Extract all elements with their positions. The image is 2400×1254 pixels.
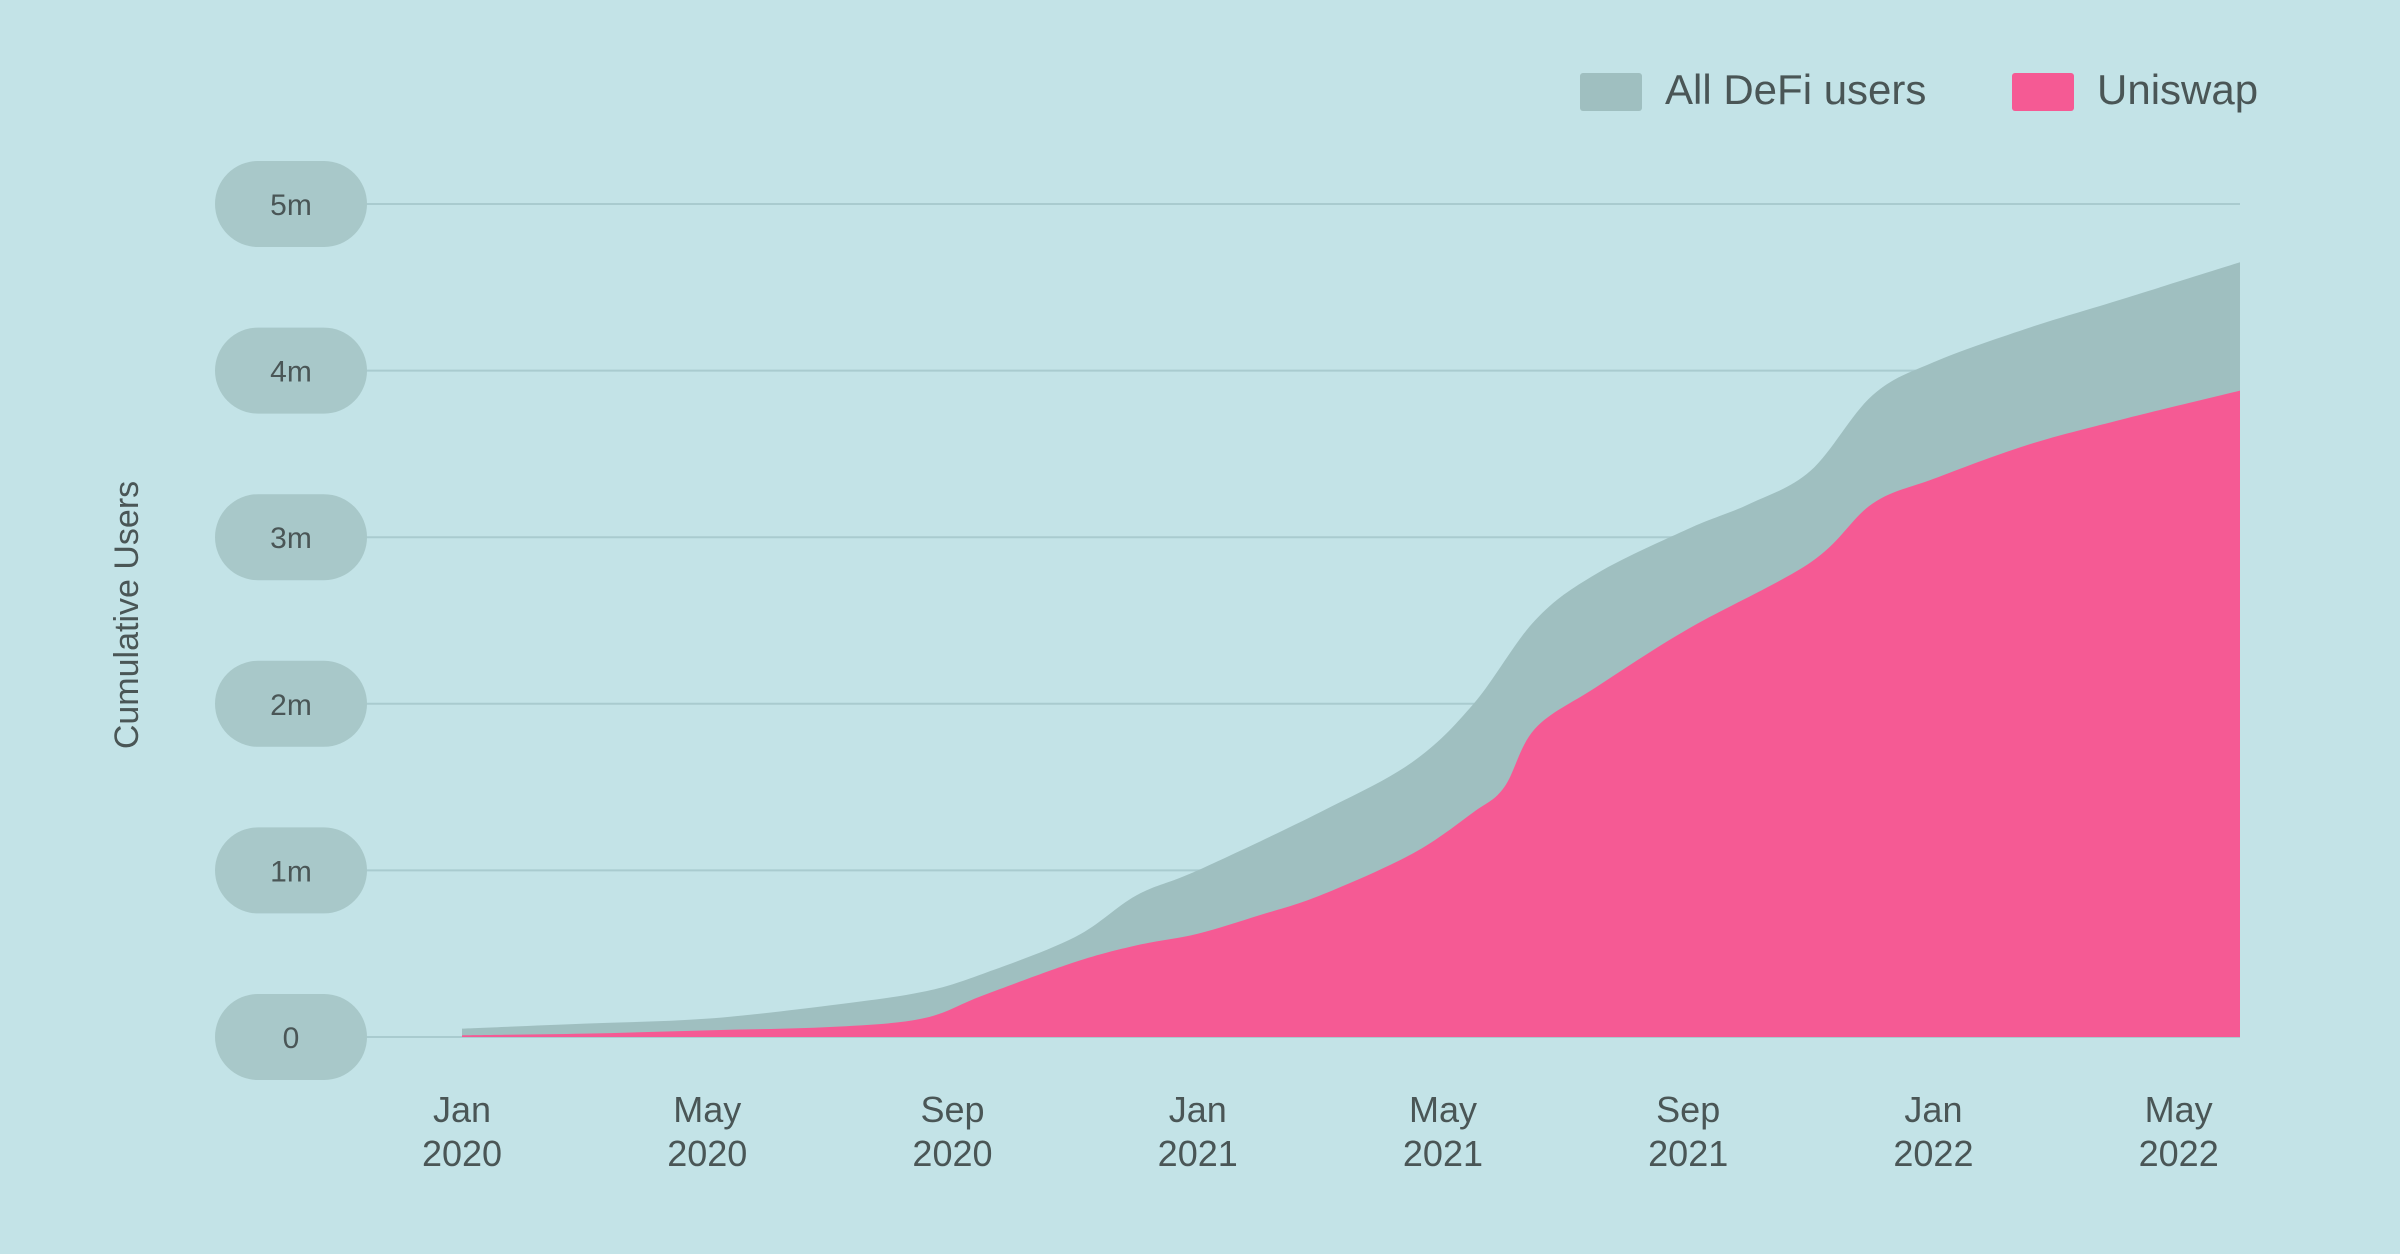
y-tick-pill-1 [215, 827, 367, 914]
y-axis-ticks: 0 1m 2m 3m 4m 5m [215, 161, 367, 1080]
legend: All DeFi users Uniswap [1580, 66, 2258, 113]
x-tick-label-5: Sep 2021 [1648, 1089, 1728, 1174]
x-tick-label-1: May 2020 [667, 1089, 747, 1174]
y-tick-label-4: 4m [270, 356, 312, 389]
y-tick-label-5: 5m [270, 189, 312, 222]
legend-swatch-all-defi [1580, 73, 1642, 111]
y-tick-label-3: 3m [270, 522, 312, 555]
y-axis-label: Cumulative Users [108, 481, 146, 749]
x-tick-label-7: May 2022 [2139, 1089, 2219, 1174]
x-tick-label-3: Jan 2021 [1158, 1089, 1238, 1174]
x-axis-ticks: Jan 2020 May 2020 Sep 2020 Jan 2021 May 2021 Sep 20… [422, 1089, 2219, 1174]
legend-label-all-defi: All DeFi users [1665, 66, 1926, 113]
y-tick-pill-5 [215, 161, 367, 247]
legend-item-all-defi: All DeFi users [1580, 66, 1926, 113]
y-tick-pill-2 [215, 660, 367, 747]
legend-label-uniswap: Uniswap [2097, 66, 2258, 113]
y-tick-pill-4 [215, 327, 367, 414]
y-tick-pill-0 [215, 994, 367, 1080]
area-series [462, 262, 2240, 1037]
y-tick-pill-3 [215, 494, 367, 581]
x-tick-label-2: Sep 2020 [912, 1089, 992, 1174]
y-tick-label-2: 2m [270, 689, 312, 722]
legend-swatch-uniswap [2012, 73, 2074, 111]
x-tick-label-4: May 2021 [1403, 1089, 1483, 1174]
x-tick-label-6: Jan 2022 [1893, 1089, 1973, 1174]
legend-item-uniswap: Uniswap [2012, 66, 2258, 113]
x-tick-label-0: Jan 2020 [422, 1089, 502, 1174]
y-tick-label-0: 0 [283, 1022, 300, 1055]
area-series-uniswap [462, 390, 2240, 1037]
y-tick-label-1: 1m [270, 855, 312, 888]
